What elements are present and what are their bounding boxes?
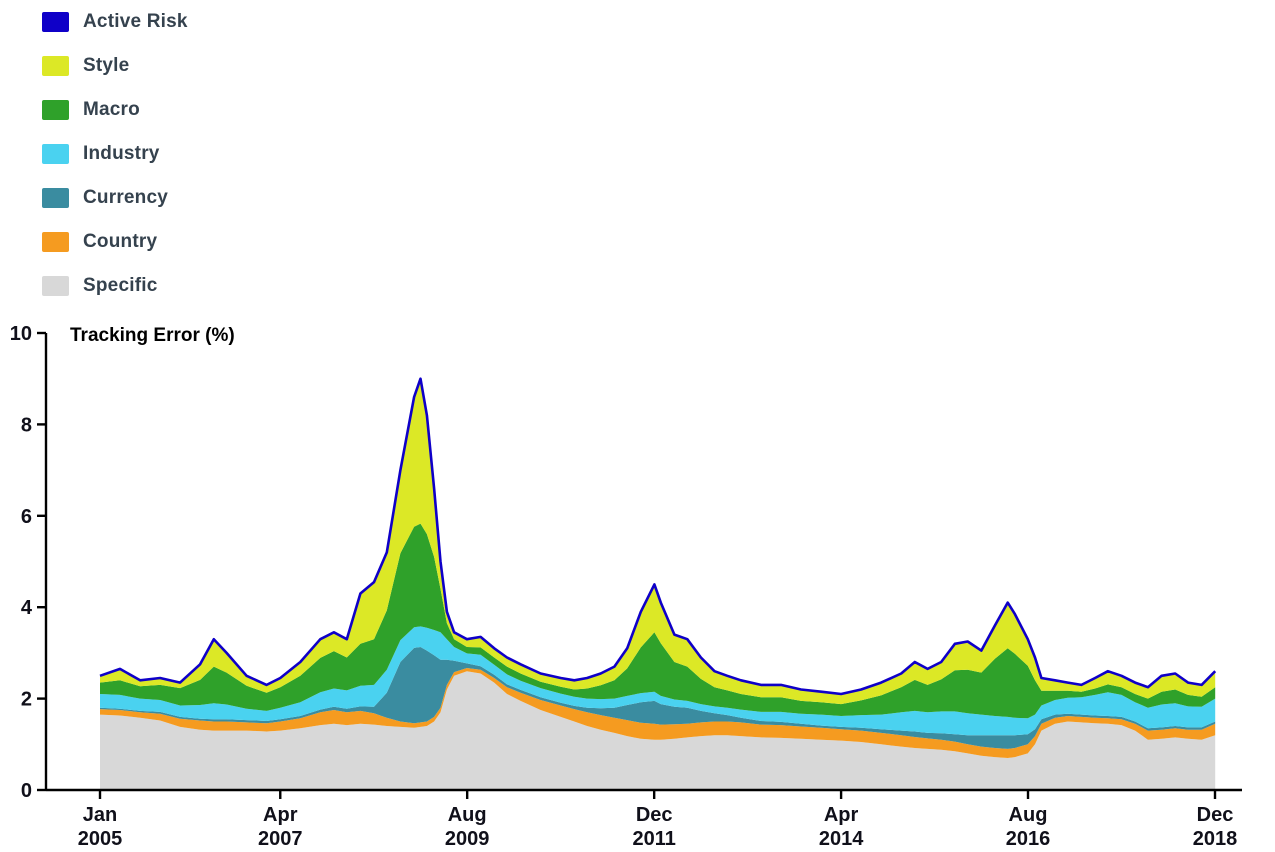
y-tick-label: 6 (21, 506, 32, 528)
x-tick-year: 2007 (258, 828, 303, 850)
x-tick-month: Apr (263, 804, 298, 826)
x-tick-year: 2016 (1006, 828, 1051, 850)
legend-label: Macro (83, 98, 140, 120)
legend-label: Country (83, 230, 158, 252)
specific-swatch (42, 275, 69, 296)
area-country (100, 668, 1216, 758)
x-tick-month: Dec (636, 804, 673, 826)
active-risk-line (99, 377, 1217, 696)
axes: 0246810Jan2005Apr2007Aug2009Dec2011Apr20… (10, 323, 1242, 850)
x-tick-month: Aug (448, 804, 487, 826)
y-tick-label: 2 (21, 689, 32, 711)
legend-item-currency: Currency (42, 184, 188, 211)
legend-label: Industry (83, 142, 160, 164)
x-tick-year: 2005 (78, 828, 123, 850)
area-specific (100, 671, 1216, 790)
industry-swatch (42, 143, 69, 164)
legend-item-active-risk: Active Risk (42, 8, 188, 35)
legend: Active Risk Style Macro Industry Currency Cou… (42, 8, 188, 316)
legend-item-industry: Industry (42, 140, 188, 167)
x-tick-month: Dec (1197, 804, 1234, 826)
active-risk-swatch (42, 11, 69, 32)
area-style (100, 378, 1216, 705)
x-tick-month: Apr (824, 804, 859, 826)
currency-swatch (42, 187, 69, 208)
legend-label: Active Risk (83, 10, 188, 32)
x-tick-year: 2018 (1193, 828, 1238, 850)
x-tick-year: 2011 (632, 828, 675, 850)
x-tick-month: Jan (83, 804, 117, 826)
y-tick-label: 4 (21, 597, 33, 619)
x-tick-year: 2014 (819, 828, 864, 850)
legend-label: Specific (83, 274, 158, 296)
y-tick-label: 8 (21, 414, 32, 436)
legend-item-style: Style (42, 52, 188, 79)
chart-layers (99, 377, 1217, 790)
legend-label: Style (83, 54, 130, 76)
legend-label: Currency (83, 186, 169, 208)
x-tick-year: 2009 (445, 828, 490, 850)
style-swatch (42, 55, 69, 76)
legend-item-country: Country (42, 228, 188, 255)
chart-title: Tracking Error (%) (70, 325, 235, 346)
area-macro (100, 523, 1216, 719)
y-tick-label: 10 (10, 323, 32, 345)
legend-item-macro: Macro (42, 96, 188, 123)
macro-swatch (42, 99, 69, 120)
country-swatch (42, 231, 69, 252)
x-tick-month: Aug (1009, 804, 1048, 826)
y-tick-label: 0 (21, 780, 32, 802)
legend-item-specific: Specific (42, 272, 188, 299)
